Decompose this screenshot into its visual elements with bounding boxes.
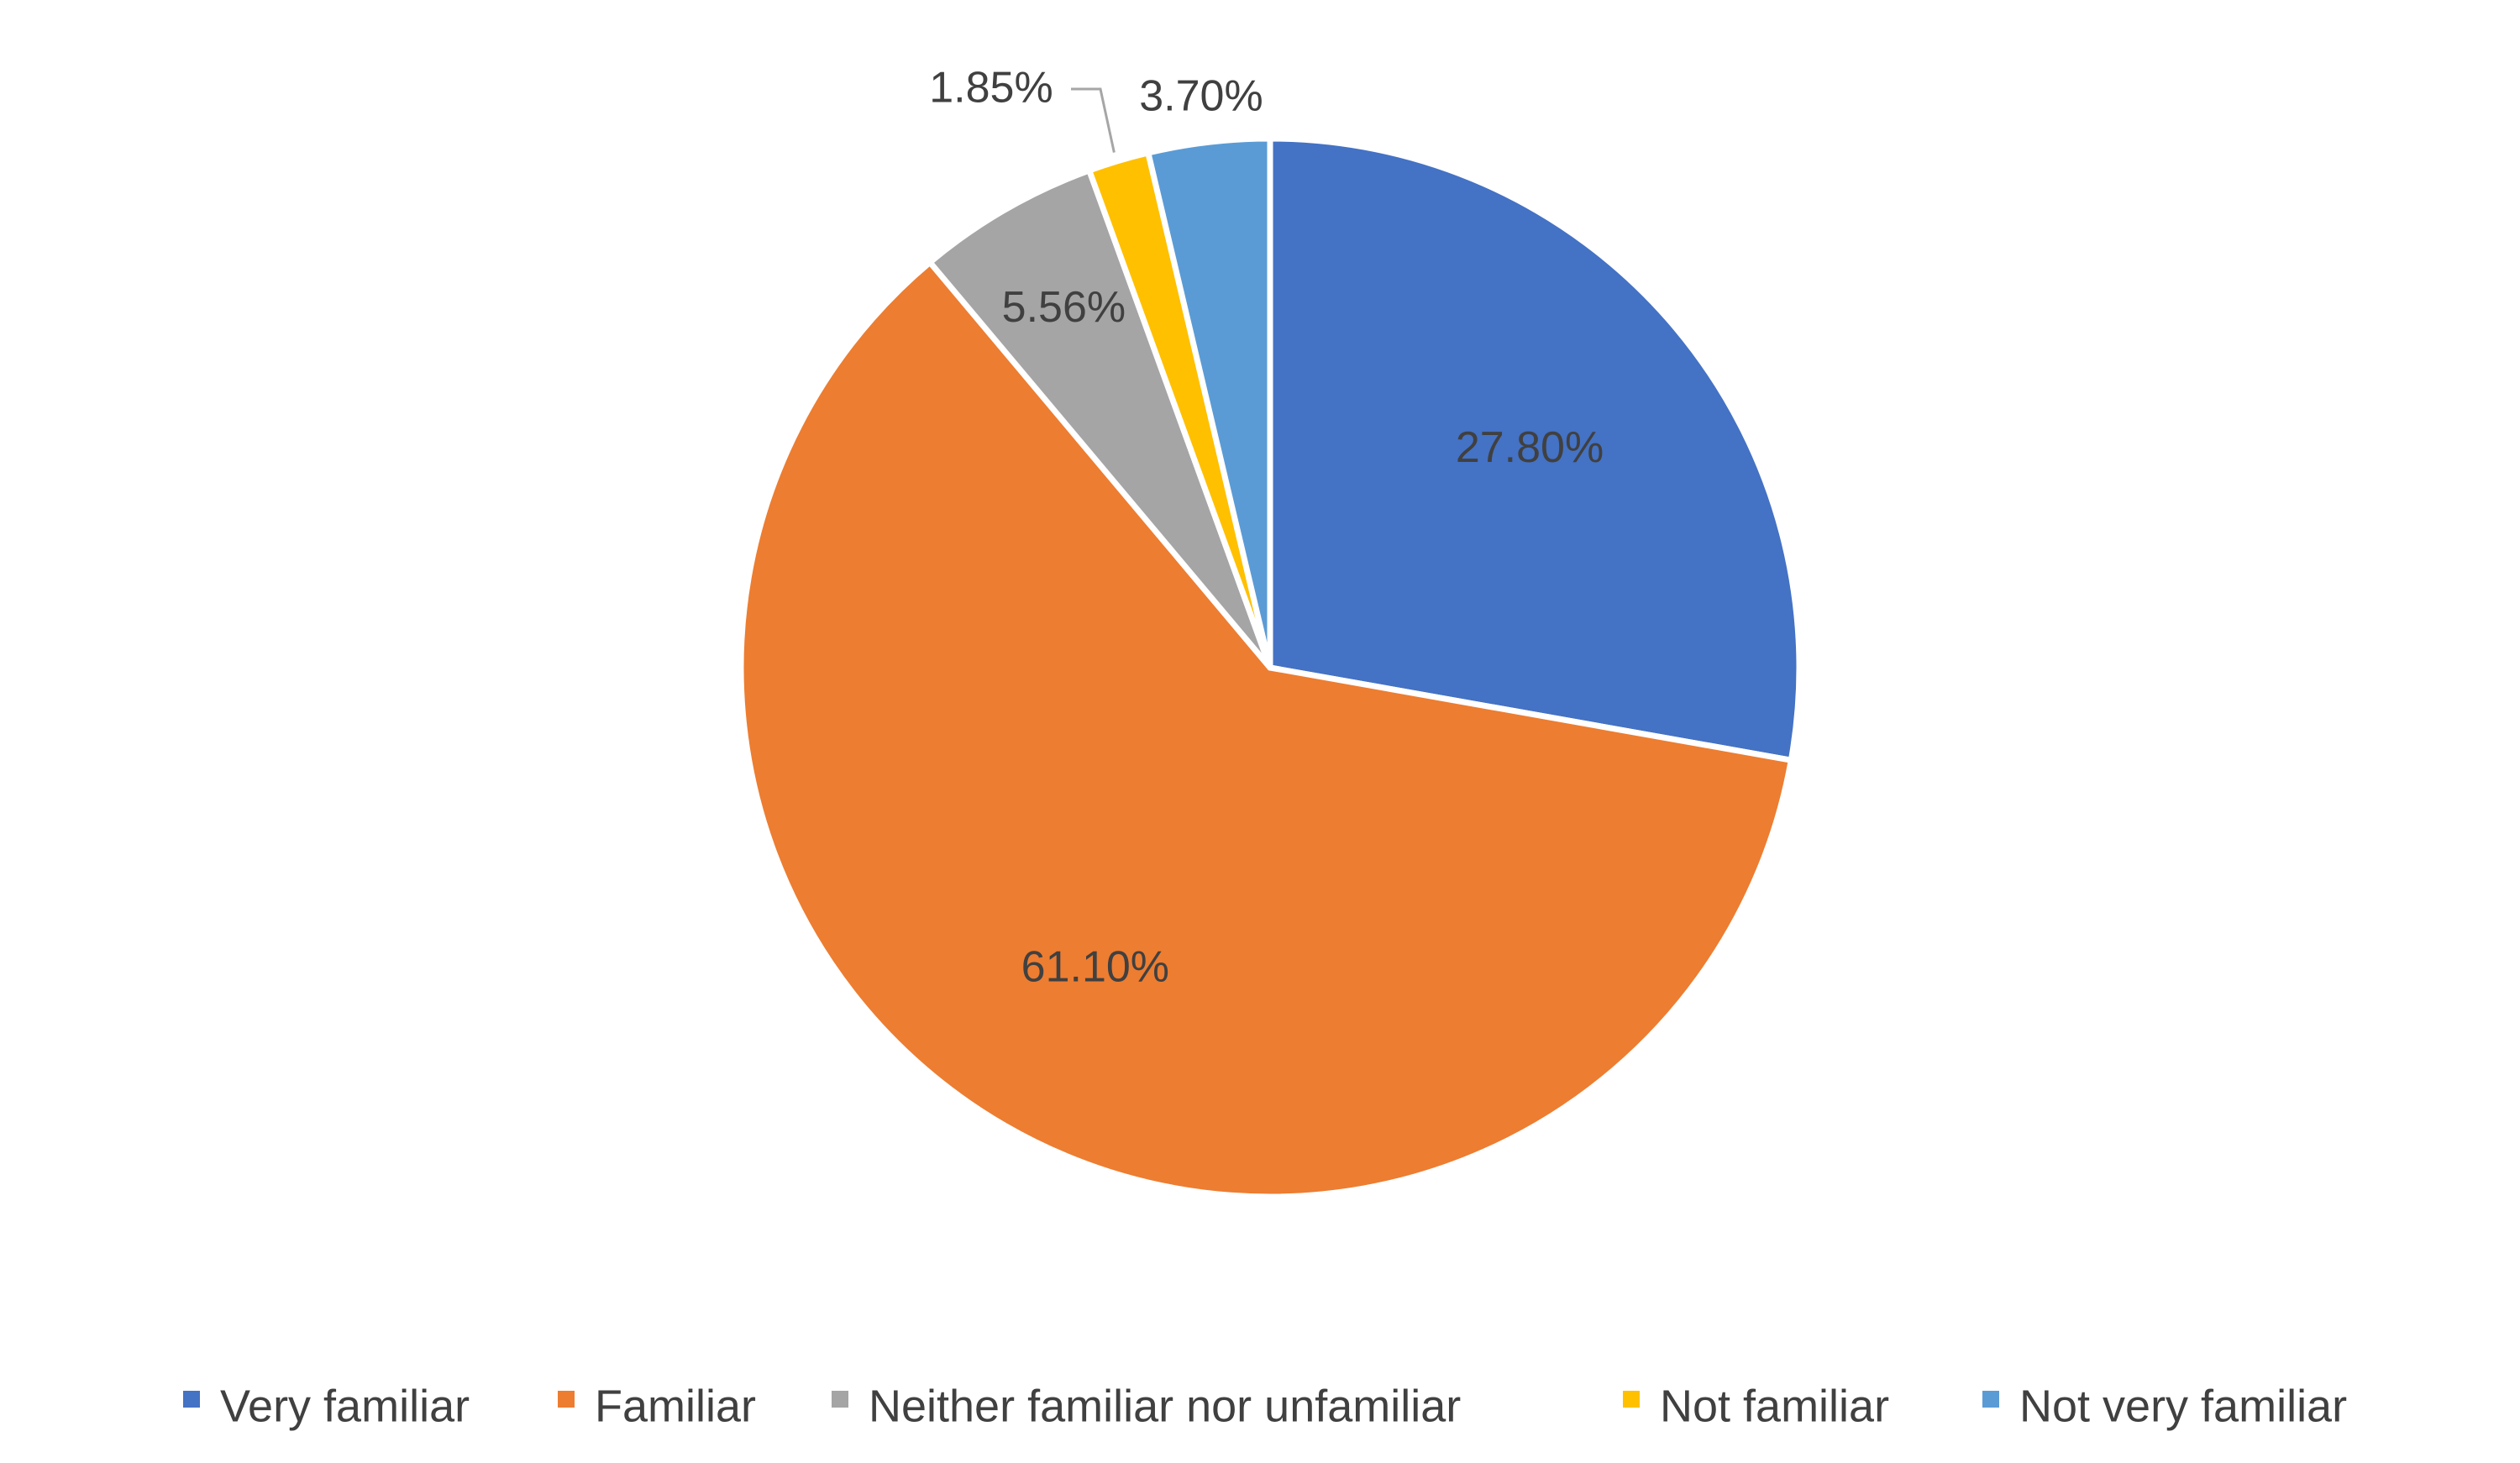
legend-swatch-neither-familiar-nor-unfamiliar	[832, 1391, 848, 1408]
pie-slice-not-very-familiar	[1145, 135, 1273, 671]
data-label-not-familiar: 1.85%	[929, 64, 1053, 113]
legend-label-not-familiar: Not familiar	[1660, 1381, 1889, 1431]
pie-slices	[738, 135, 1803, 1200]
data-label-familiar: 61.10%	[1021, 943, 1169, 992]
legend-swatch-very-familiar	[183, 1391, 200, 1408]
legend: Very familiar Familiar Neither familiar no…	[183, 1381, 2347, 1431]
legend-label-neither-familiar-nor-unfamiliar: Neither familiar nor unfamiliar	[869, 1381, 1461, 1431]
legend-label-not-very-familiar: Not very familiar	[2019, 1381, 2347, 1431]
pie-slice-very-familiar	[1267, 135, 1803, 763]
leader-line-not-familiar	[1071, 87, 1116, 153]
pie-slice-familiar	[738, 259, 1794, 1200]
leader-lines	[1071, 87, 1116, 153]
legend-swatch-not-familiar	[1623, 1391, 1640, 1408]
legend-label-familiar: Familiar	[595, 1381, 756, 1431]
pie-slice-neither-familiar-nor-unfamiliar	[927, 167, 1273, 671]
data-label-not-very-familiar: 3.70%	[1139, 72, 1263, 121]
legend-swatch-not-very-familiar	[1982, 1391, 1999, 1408]
legend-label-very-familiar: Very familiar	[220, 1381, 470, 1431]
data-label-very-familiar: 27.80%	[1456, 423, 1604, 472]
data-label-neither-familiar-nor-unfamiliar: 5.56%	[1002, 283, 1126, 332]
data-labels: 27.80% 61.10% 5.56% 1.85% 3.70%	[929, 64, 1604, 992]
legend-swatch-familiar	[558, 1391, 575, 1408]
